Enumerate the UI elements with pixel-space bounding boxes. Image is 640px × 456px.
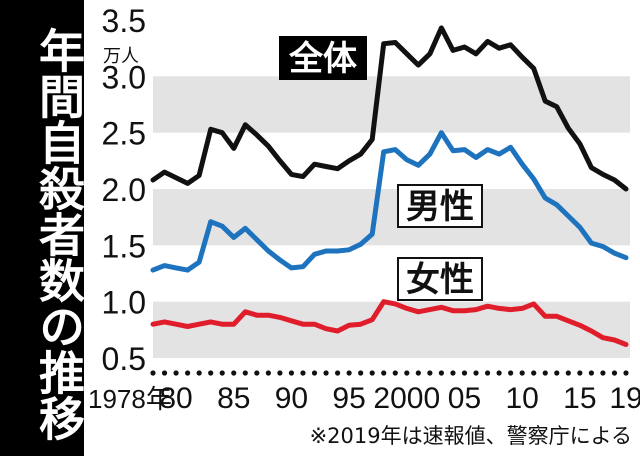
year-dot xyxy=(254,370,260,376)
y-tick-label: 2.5 xyxy=(102,116,146,152)
title-bar: 年間自殺者数の推移 xyxy=(0,0,86,456)
year-dot xyxy=(427,370,433,376)
series-label-male: 男性 xyxy=(397,184,483,228)
year-dot xyxy=(392,370,398,376)
x-tick-label: 10 xyxy=(505,382,538,415)
x-tick-label: 90 xyxy=(275,382,308,415)
series-line-male xyxy=(150,130,629,273)
x-tick-label: 95 xyxy=(332,382,365,415)
year-dot xyxy=(600,370,606,376)
x-tick-label: 80 xyxy=(159,382,192,415)
year-dot xyxy=(242,370,248,376)
year-dot xyxy=(150,370,156,376)
x-tick-label: 85 xyxy=(217,382,250,415)
x-tick-label: 1978年 xyxy=(88,384,172,414)
x-tick-label: 15 xyxy=(563,382,596,415)
year-dot xyxy=(265,370,271,376)
series-line-female xyxy=(150,299,629,347)
grid-band xyxy=(153,189,630,246)
year-dot xyxy=(484,370,491,376)
year-dot xyxy=(358,370,364,376)
year-dot xyxy=(277,370,283,376)
y-tick-label: 2.0 xyxy=(102,172,146,208)
year-dot xyxy=(323,370,329,376)
svg-text:男性: 男性 xyxy=(406,187,474,227)
x-tick-label: 2000 xyxy=(373,382,440,415)
year-dot xyxy=(461,370,468,376)
year-dot xyxy=(623,370,629,376)
series-line-total xyxy=(150,25,629,192)
chart-title: 年間自殺者数の推移 xyxy=(32,27,86,441)
year-dot xyxy=(346,370,352,376)
series-label-female: 女性 xyxy=(397,257,483,301)
year-dot xyxy=(473,370,479,376)
y-tick-label: 3.0 xyxy=(102,59,146,95)
year-dot xyxy=(531,370,537,376)
year-dot xyxy=(300,370,306,376)
year-dot xyxy=(496,370,502,376)
y-tick-label: 3.5 xyxy=(102,3,146,39)
year-dot xyxy=(288,370,295,376)
year-dot xyxy=(565,370,571,376)
year-dot xyxy=(577,370,583,376)
svg-text:全体: 全体 xyxy=(288,39,357,79)
year-dot xyxy=(161,370,168,376)
y-tick-label: 1.5 xyxy=(102,228,146,264)
year-dot xyxy=(542,370,548,376)
year-dot xyxy=(508,370,514,376)
series-label-total: 全体 xyxy=(279,36,367,80)
year-dot xyxy=(438,370,445,376)
year-dot xyxy=(415,370,421,376)
year-dot xyxy=(519,370,525,376)
year-dot xyxy=(173,370,179,376)
year-dot xyxy=(334,370,341,376)
year-dot xyxy=(588,370,594,376)
year-dot xyxy=(185,370,191,376)
year-dot xyxy=(404,370,410,376)
source-note: ※2019年は速報値、警察庁による xyxy=(310,424,632,448)
year-dot xyxy=(450,370,456,376)
year-dot xyxy=(611,370,618,376)
year-dot xyxy=(311,370,318,376)
year-dot xyxy=(381,370,387,376)
year-dot xyxy=(231,370,237,376)
unit-label: 万人 xyxy=(103,46,139,67)
x-tick-label: 19 xyxy=(609,382,640,415)
year-dot xyxy=(208,370,214,376)
grid-band xyxy=(153,76,630,133)
year-dot xyxy=(554,370,560,376)
year-dot xyxy=(196,370,202,376)
y-tick-label: 1.0 xyxy=(102,285,146,321)
grid-band xyxy=(153,301,630,358)
y-tick-label: 0.5 xyxy=(102,341,146,377)
year-dot xyxy=(369,370,375,376)
svg-text:女性: 女性 xyxy=(406,260,474,300)
year-dot xyxy=(219,370,225,376)
x-tick-label: 05 xyxy=(448,382,481,415)
